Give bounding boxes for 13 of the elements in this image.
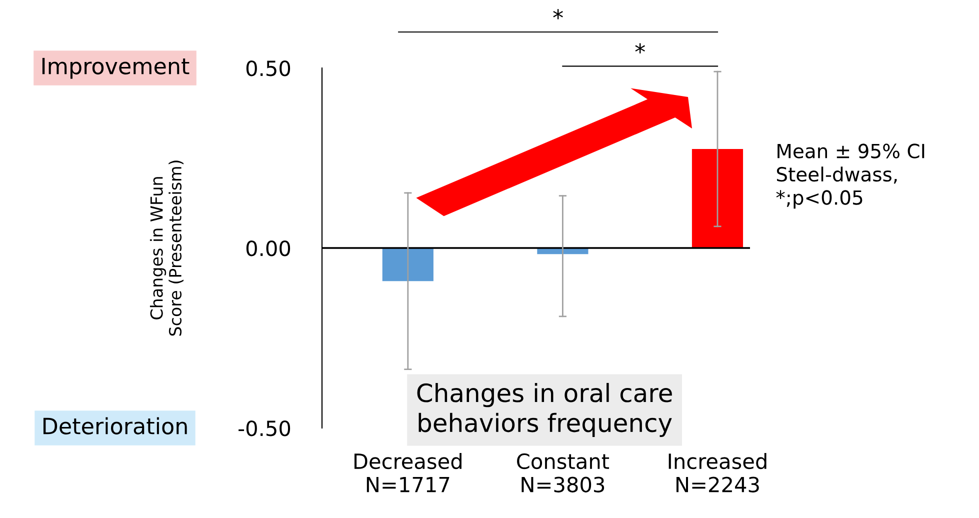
y-axis-title: Changes in WFun Score (Presenteeism) (150, 160, 184, 336)
x-axis-title: Changes in oral care behaviors frequency (417, 382, 672, 438)
text: * (635, 43, 645, 54)
text: Improvement (42, 58, 190, 79)
text: Deterioration (43, 417, 187, 434)
x-tick-label: Decreased N=1717 (354, 453, 462, 492)
text: * (553, 9, 563, 20)
y-tick-label: 0.00 (246, 240, 290, 256)
x-tick-label: Constant N=3803 (517, 453, 610, 492)
y-tick-label: -0.50 (238, 420, 290, 436)
text: Mean ± 95% CI Steel-dwass, *;p<0.05 (776, 144, 924, 209)
y-tick-label: 0.50 (246, 60, 290, 76)
x-tick-label: Increased N=2243 (668, 453, 766, 492)
